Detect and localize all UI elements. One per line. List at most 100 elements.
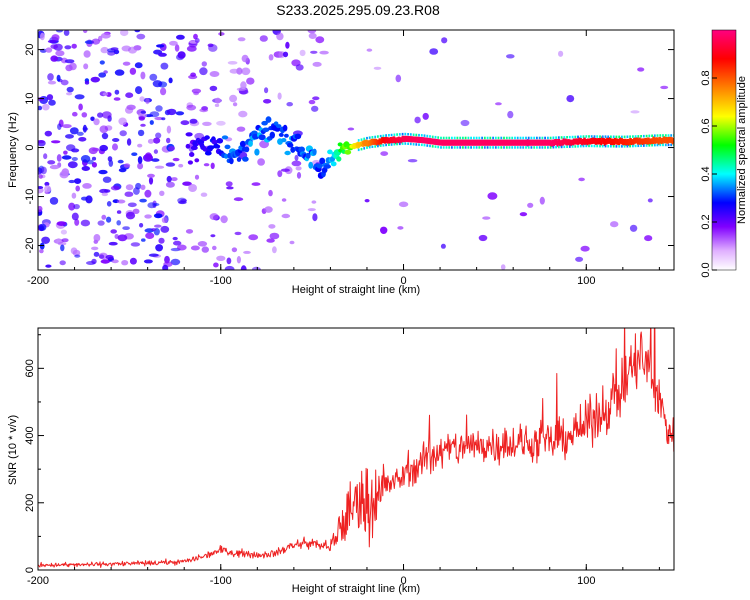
carrier-edge [371, 145, 374, 148]
noise-speckle [71, 212, 79, 221]
noise-speckle [165, 181, 175, 188]
noise-speckle [38, 223, 47, 231]
noise-speckle [487, 192, 498, 200]
noise-speckle [125, 92, 134, 98]
carrier-point [281, 138, 287, 143]
noise-speckle [429, 48, 439, 55]
noise-speckle [101, 111, 112, 119]
noise-speckle [57, 242, 67, 246]
carrier-point [216, 138, 224, 144]
carrier-band [446, 139, 449, 146]
noise-speckle [56, 154, 62, 162]
carrier-edge [431, 145, 434, 148]
carrier-edge [590, 135, 593, 138]
x-tick-label: 0 [400, 275, 406, 287]
noise-speckle [65, 64, 73, 72]
carrier-edge [662, 143, 664, 147]
noise-speckle [566, 95, 575, 103]
noise-speckle [116, 210, 122, 214]
carrier-edge [574, 135, 577, 139]
carrier-point [294, 133, 302, 140]
noise-speckle [226, 257, 232, 265]
noise-speckle [74, 254, 81, 258]
carrier-edge [544, 136, 546, 140]
carrier-edge [483, 136, 486, 140]
noise-speckle [72, 249, 81, 257]
carrier-point [312, 148, 317, 155]
carrier-edge [363, 147, 366, 150]
noise-speckle [144, 189, 152, 198]
noise-speckle [277, 92, 282, 100]
noise-speckle [64, 59, 75, 64]
carrier-edge [497, 136, 500, 140]
carrier-edge [593, 135, 596, 138]
noise-speckle [143, 259, 153, 264]
carrier-edge [459, 136, 462, 140]
noise-speckle [209, 71, 220, 77]
carrier-edge [486, 146, 489, 149]
carrier-edge [656, 143, 659, 147]
noise-speckle [147, 173, 155, 178]
noise-speckle [59, 260, 66, 266]
carrier-edge [467, 136, 470, 140]
noise-speckle [186, 45, 197, 52]
noise-speckle [291, 160, 302, 167]
noise-speckle [229, 94, 238, 103]
carrier-edge [390, 133, 393, 137]
noise-speckle [236, 67, 243, 75]
carrier-edge [456, 136, 459, 140]
noise-speckle [210, 162, 215, 169]
carrier-edge [615, 145, 618, 148]
carrier-edge [470, 136, 472, 140]
carrier-edge [429, 144, 431, 148]
noise-speckle [102, 92, 109, 96]
noise-speckle [209, 213, 219, 221]
noise-speckle [243, 250, 251, 254]
noise-speckle [660, 85, 669, 90]
noise-speckle [38, 174, 43, 179]
carrier-edge [563, 136, 566, 139]
x-tick-label: 100 [577, 575, 595, 587]
noise-speckle [644, 235, 653, 242]
noise-speckle [44, 181, 50, 187]
noise-speckle [74, 94, 85, 100]
noise-speckle [266, 238, 275, 243]
carrier-edge [404, 132, 407, 136]
carrier-edge [401, 132, 404, 136]
carrier-edge [610, 145, 612, 148]
noise-speckle [114, 69, 125, 76]
noise-speckle [347, 127, 355, 131]
noise-speckle [145, 232, 155, 239]
noise-speckle [281, 198, 287, 202]
carrier-edge [582, 144, 585, 148]
carrier-band [448, 139, 452, 146]
carrier-edge [547, 146, 549, 149]
carrier-edge [440, 146, 442, 149]
carrier-band [391, 137, 394, 144]
noise-speckle [180, 120, 190, 126]
noise-speckle [47, 160, 56, 165]
noise-speckle [166, 125, 172, 134]
noise-speckle [99, 125, 109, 134]
noise-speckle [101, 132, 109, 140]
carrier-band [480, 139, 484, 146]
carrier-point [236, 157, 242, 162]
noise-speckle [295, 64, 304, 71]
noise-speckle [380, 151, 389, 157]
noise-speckle [131, 152, 138, 156]
noise-speckle [268, 54, 274, 61]
noise-speckle [51, 34, 60, 42]
carrier-edge [464, 136, 467, 140]
carrier-edge [566, 136, 568, 139]
noise-speckle [199, 108, 209, 113]
noise-speckle [141, 238, 146, 242]
noise-speckle [647, 198, 653, 203]
noise-speckle [78, 137, 87, 142]
noise-speckle [160, 225, 170, 233]
noise-speckle [116, 199, 126, 204]
noise-speckle [74, 178, 82, 185]
noise-speckle [116, 220, 121, 226]
noise-speckle [81, 112, 88, 118]
carrier-band [644, 137, 648, 144]
carrier-edge [541, 136, 544, 140]
